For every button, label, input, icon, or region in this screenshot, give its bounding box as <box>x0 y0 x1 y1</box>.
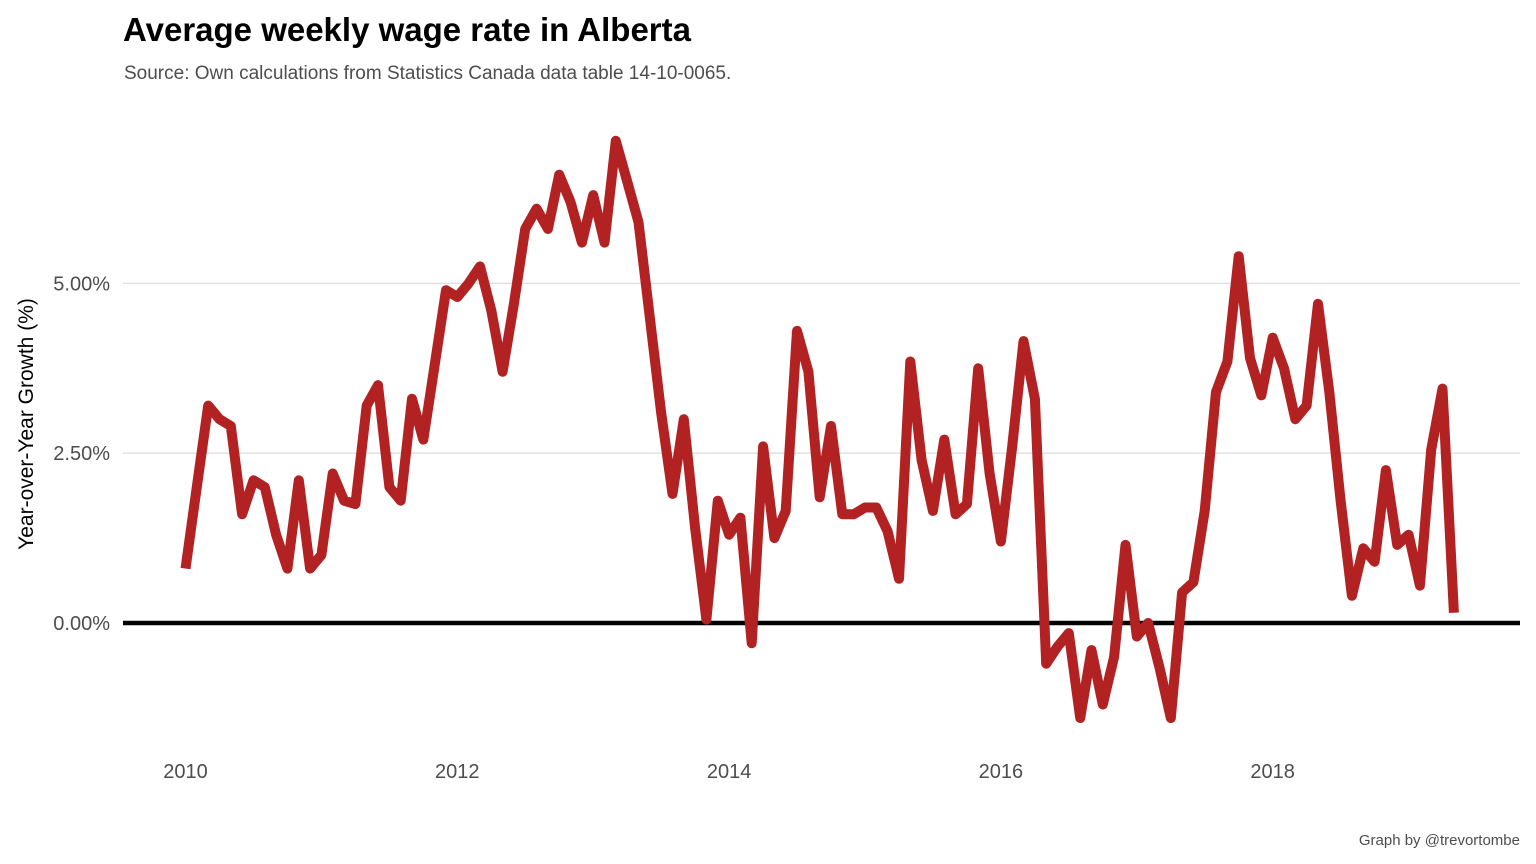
gridlines <box>123 282 1520 454</box>
x-tick-label: 2018 <box>1250 761 1295 783</box>
x-tick-label: 2010 <box>163 761 208 783</box>
y-tick-label: 0.00% <box>53 613 110 635</box>
chart-title: Average weekly wage rate in Alberta <box>123 11 692 48</box>
x-tick-label: 2014 <box>707 761 752 783</box>
chart-caption: Graph by @trevortombe <box>1359 832 1520 849</box>
y-axis-ticks: 0.00% 2.50% 5.00% <box>53 273 110 635</box>
y-tick-label: 2.50% <box>53 443 110 465</box>
x-tick-label: 2012 <box>435 761 480 783</box>
x-tick-label: 2016 <box>979 761 1024 783</box>
y-axis-label: Year-over-Year Growth (%) <box>15 298 38 550</box>
chart-subtitle: Source: Own calculations from Statistics… <box>124 63 731 84</box>
y-tick-label: 5.00% <box>53 273 110 295</box>
series-line <box>180 135 1459 723</box>
x-axis-ticks: 2010 2012 2014 2016 2018 <box>163 761 1295 783</box>
series-group <box>180 135 1459 723</box>
